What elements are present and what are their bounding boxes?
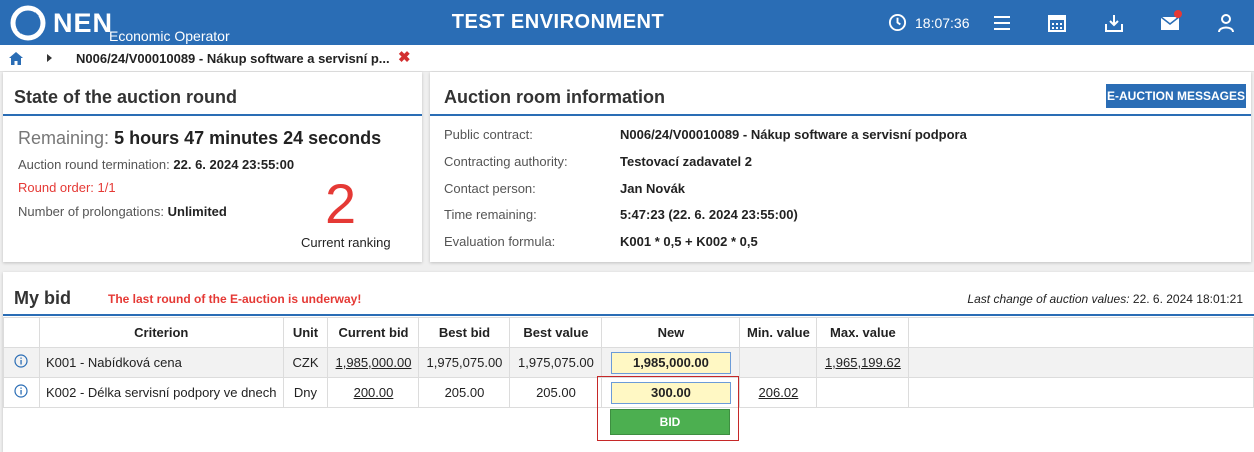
- column-header: Unit: [282, 317, 329, 348]
- current-bid-link[interactable]: 200.00: [327, 377, 420, 408]
- panel-divider: [3, 114, 422, 116]
- current-ranking-label: Current ranking: [301, 235, 391, 250]
- panel-divider: [430, 114, 1251, 116]
- bid-highlight-box: BID: [597, 376, 739, 441]
- new-cell: [601, 347, 741, 378]
- panel-title: Auction room information: [444, 87, 665, 107]
- contact-person-value: Jan Novák: [620, 181, 686, 196]
- column-header: Criterion: [38, 317, 284, 348]
- contracting-authority-value: Testovací zadavatel 2: [620, 154, 752, 169]
- table-header-row: Criterion Unit Current bid Best bid Best…: [3, 317, 1254, 348]
- column-header: Best bid: [418, 317, 511, 348]
- bid-table: Criterion Unit Current bid Best bid Best…: [3, 317, 1254, 408]
- panel-divider: [3, 314, 1254, 316]
- clock-icon: [888, 13, 907, 32]
- time-remaining-label: Time remaining:: [444, 207, 537, 222]
- bid-button[interactable]: BID: [610, 409, 730, 435]
- breadcrumb: N006/24/V00010089 - Nákup software a ser…: [0, 45, 1254, 72]
- menu-icon[interactable]: [992, 13, 1012, 33]
- new-bid-input[interactable]: [610, 381, 731, 404]
- contact-person-label: Contact person:: [444, 181, 536, 196]
- auction-state-panel: State of the auction round Remaining: 5 …: [3, 72, 422, 262]
- info-icon[interactable]: [14, 384, 29, 398]
- remaining-time: Remaining: 5 hours 47 minutes 24 seconds: [18, 128, 382, 148]
- brand-name: NEN: [53, 8, 114, 38]
- filler-cell: [908, 377, 1254, 408]
- brand-subtitle: Economic Operator: [109, 28, 230, 44]
- round-order: Round order: 1/1: [18, 180, 116, 195]
- evaluation-formula-value: K001 * 0,5 + K002 * 0,5: [620, 234, 758, 249]
- criterion-cell: K001 - Nabídková cena: [38, 347, 284, 378]
- auction-room-panel: Auction room information E-AUCTION MESSA…: [430, 72, 1251, 262]
- prolongations-row: Number of prolongations: Unlimited: [18, 204, 227, 219]
- clock-time: 18:07:36: [915, 15, 970, 31]
- chevron-right-icon: [47, 54, 52, 62]
- panel-title: My bid: [14, 288, 71, 308]
- column-header: New: [601, 317, 741, 348]
- column-header-filler: [908, 317, 1254, 348]
- best-value-cell: 205.00: [509, 377, 603, 408]
- breadcrumb-current[interactable]: N006/24/V00010089 - Nákup software a ser…: [76, 51, 390, 66]
- e-auction-messages-button[interactable]: E-AUCTION MESSAGES: [1106, 84, 1246, 108]
- current-bid-link[interactable]: 1,985,000.00: [327, 347, 420, 378]
- last-change: Last change of auction values: 22. 6. 20…: [967, 292, 1243, 306]
- current-ranking-value: 2: [325, 172, 357, 235]
- top-bar: NEN Economic Operator TEST ENVIRONMENT 1…: [0, 0, 1254, 45]
- unit-cell: Dny: [282, 377, 329, 408]
- best-bid-cell: 1,975,075.00: [418, 347, 511, 378]
- time-remaining-value: 5:47:23 (22. 6. 2024 23:55:00): [620, 207, 798, 222]
- min-value-cell: [739, 347, 818, 378]
- home-icon[interactable]: [9, 52, 23, 65]
- my-bid-panel: My bid The last round of the E-auction i…: [3, 272, 1254, 452]
- public-contract-label: Public contract:: [444, 127, 533, 142]
- close-icon[interactable]: ✖: [398, 49, 411, 66]
- best-value-cell: 1,975,075.00: [509, 347, 603, 378]
- evaluation-formula-label: Evaluation formula:: [444, 234, 556, 249]
- info-icon[interactable]: [14, 354, 29, 368]
- public-contract-value: N006/24/V00010089 - Nákup software a ser…: [620, 127, 967, 142]
- notification-dot: [1174, 10, 1182, 18]
- column-header: Min. value: [739, 317, 818, 348]
- max-value-link[interactable]: 1,965,199.62: [816, 347, 910, 378]
- max-value-cell: [816, 377, 910, 408]
- best-bid-cell: 205.00: [418, 377, 511, 408]
- user-icon[interactable]: [1216, 13, 1236, 33]
- table-row: K001 - Nabídková cena CZK 1,985,000.00 1…: [3, 347, 1254, 378]
- termination-row: Auction round termination: 22. 6. 2024 2…: [18, 157, 295, 172]
- nen-logo-icon: [10, 5, 46, 41]
- calendar-icon[interactable]: [1047, 13, 1067, 33]
- criterion-cell: K002 - Délka servisní podpory ve dnech: [38, 377, 284, 408]
- column-header: Max. value: [816, 317, 910, 348]
- filler-cell: [908, 347, 1254, 378]
- mail-icon[interactable]: [1160, 13, 1180, 33]
- info-cell[interactable]: [3, 377, 40, 408]
- unit-cell: CZK: [282, 347, 329, 378]
- last-round-warning: The last round of the E-auction is under…: [108, 292, 362, 306]
- column-header: Current bid: [327, 317, 420, 348]
- min-value-link[interactable]: 206.02: [739, 377, 818, 408]
- info-cell[interactable]: [3, 347, 40, 378]
- contracting-authority-label: Contracting authority:: [444, 154, 568, 169]
- environment-label: TEST ENVIRONMENT: [451, 11, 665, 33]
- column-header: Best value: [509, 317, 603, 348]
- new-bid-input[interactable]: [610, 351, 731, 374]
- inbox-icon[interactable]: [1104, 13, 1124, 33]
- new-cell: [601, 377, 741, 408]
- panel-title: State of the auction round: [14, 87, 237, 107]
- column-header-info: [3, 317, 40, 348]
- table-row: K002 - Délka servisní podpory ve dnech D…: [3, 377, 1254, 408]
